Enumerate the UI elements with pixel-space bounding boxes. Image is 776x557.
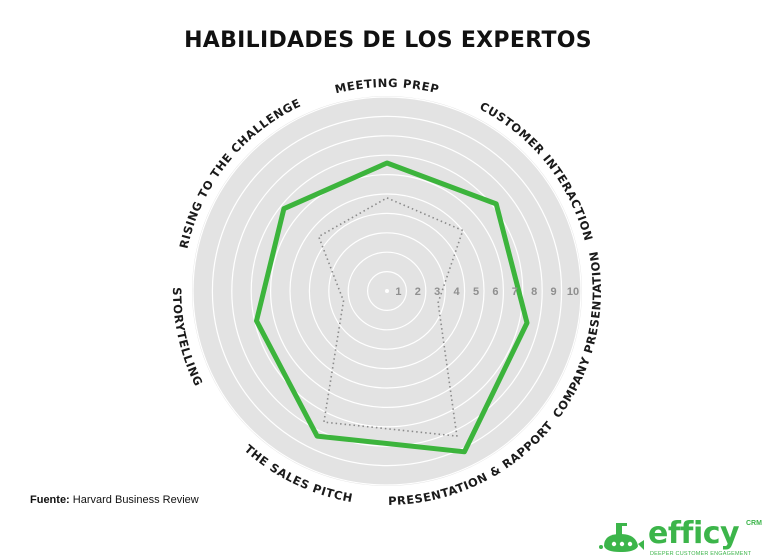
source-text: Harvard Business Review	[72, 494, 199, 506]
radar-ring	[231, 135, 543, 447]
radar-ring	[211, 115, 563, 467]
brand-tagline: DEEPER CUSTOMER ENGAGEMENT	[650, 551, 752, 557]
tick-label: 10	[567, 286, 579, 298]
radar-tick-labels: 1 2 3 4 5 6 7 8 9 10	[395, 286, 579, 298]
brand-name: efficy	[648, 516, 740, 551]
radar-ring	[328, 232, 446, 350]
radar-ring	[250, 154, 524, 428]
tick-label: 5	[473, 286, 479, 298]
radar-ring	[192, 96, 582, 486]
axis-label: MEETING PREP	[333, 76, 440, 96]
tick-label: 2	[415, 286, 421, 298]
tick-label: 7	[512, 286, 518, 298]
radar-ring	[308, 212, 466, 370]
radar-series	[254, 160, 530, 455]
brand-logo: efficy CRM DEEPER CUSTOMER ENGAGEMENT	[598, 516, 768, 557]
source-label: Fuente:	[30, 494, 70, 506]
brand-suffix: CRM	[746, 520, 762, 527]
source-note: Fuente: Harvard Business Review	[30, 494, 199, 506]
radar-center	[385, 289, 389, 293]
tick-label: 6	[492, 286, 498, 298]
tick-label: 8	[531, 286, 537, 298]
radar-ring	[289, 193, 485, 389]
tick-label: 1	[395, 286, 401, 298]
tick-label: 3	[434, 286, 440, 298]
radar-ring	[270, 174, 505, 409]
radar-ring	[347, 251, 427, 331]
tick-label: 4	[454, 286, 461, 298]
radar-ring	[367, 271, 408, 312]
tick-label: 9	[551, 286, 557, 298]
series-dotted-polygon	[317, 197, 464, 437]
submarine-icon	[599, 523, 644, 552]
chart-title: HABILIDADES DE LOS EXPERTOS	[184, 28, 592, 53]
radar-rings	[192, 96, 582, 486]
series-solid-polygon	[254, 160, 530, 455]
